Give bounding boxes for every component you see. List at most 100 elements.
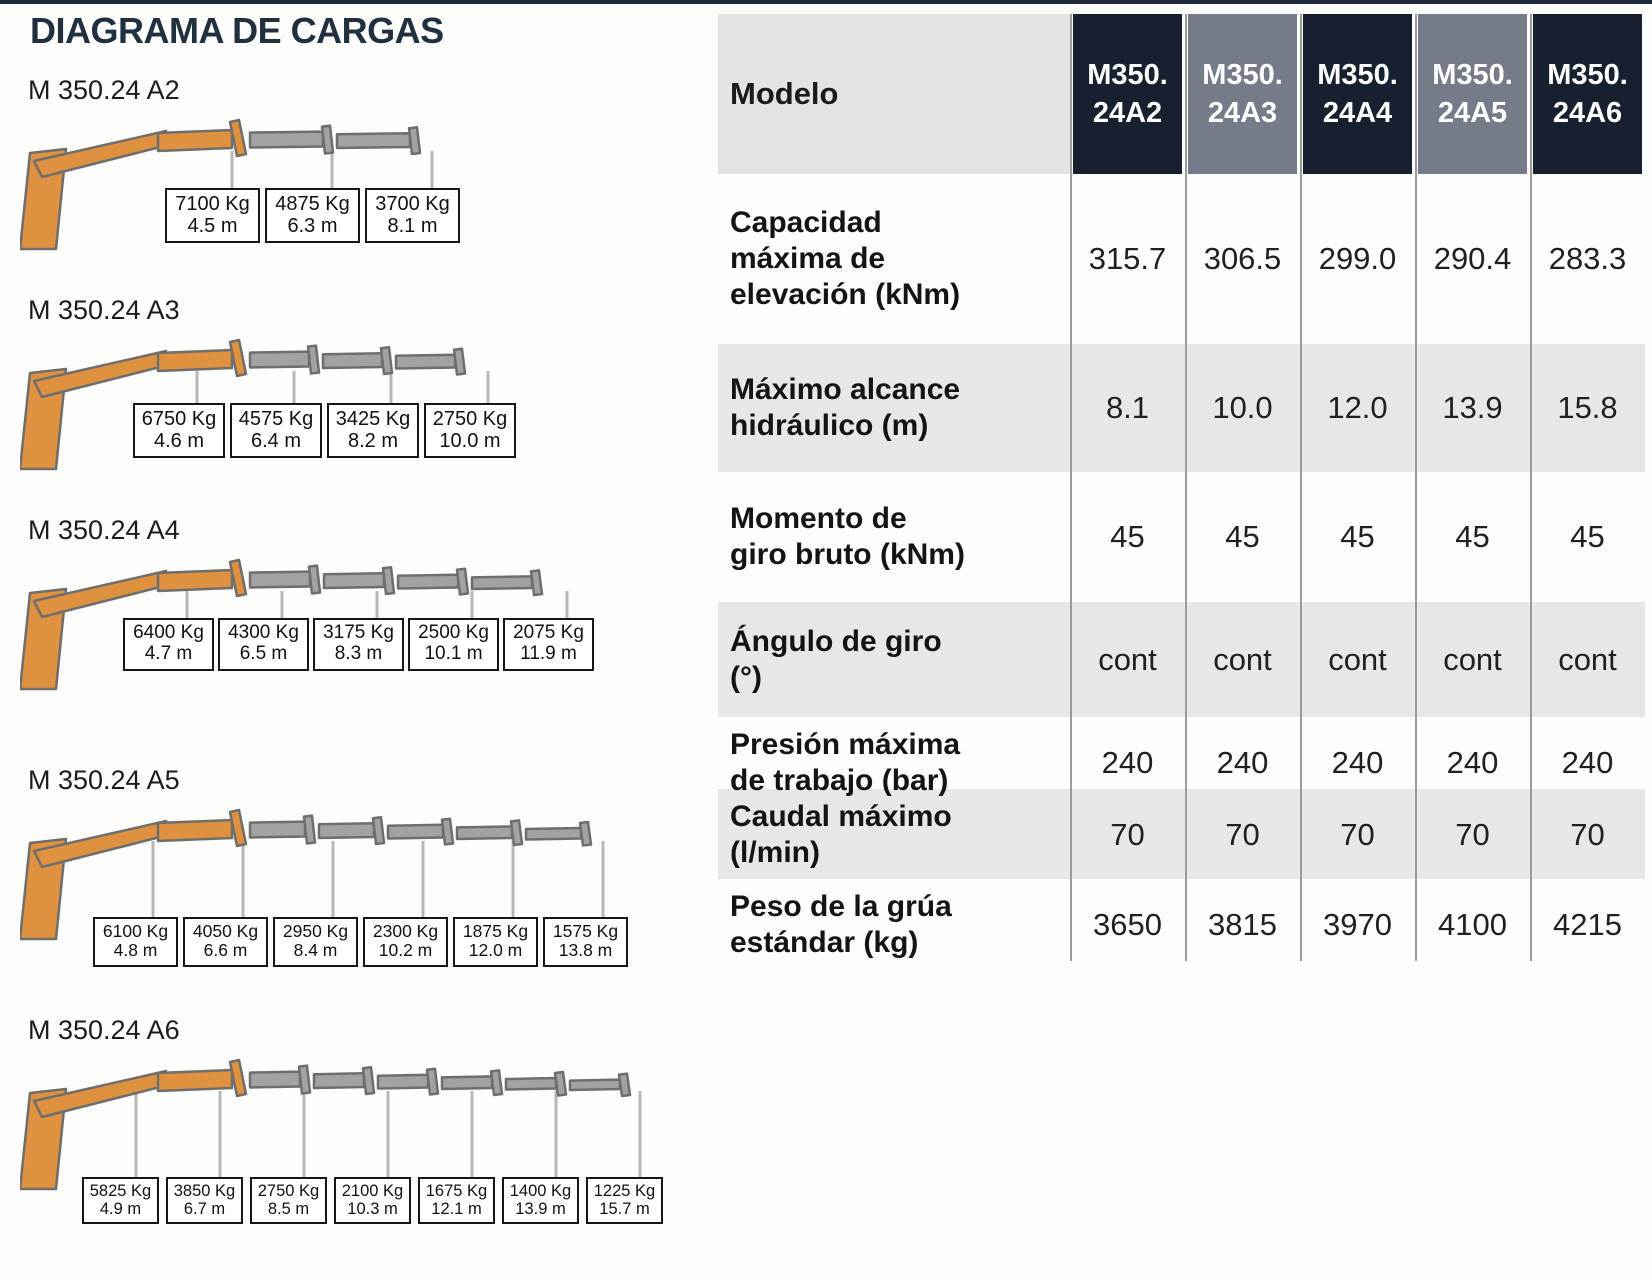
page-title: DIAGRAMA DE CARGAS [30, 10, 444, 51]
model-column-header: M350. 24A3 [1185, 14, 1300, 174]
load-label: 1675 Kg 12.1 m [418, 1177, 495, 1225]
load-label: 4875 Kg 6.3 m [265, 188, 360, 243]
spec-value: 306.5 [1203, 241, 1282, 276]
crane-diagram-a4: M 350.24 A4 6400 Kg 4.7 m 4300 Kg 6.5 m 3175 … [20, 515, 720, 695]
load-reach: 13.9 m [515, 1200, 566, 1219]
load-label: 2500 Kg 10.1 m [408, 618, 499, 671]
load-reach: 6.6 m [203, 940, 248, 961]
spec-row: Presión máxima de trabajo (bar) 240 240 240… [718, 717, 1645, 797]
crane-first-arm [156, 348, 234, 373]
load-kg: 2075 Kg [513, 622, 584, 643]
crane-diagram-a6: M 350.24 A6 5825 Kg 4.9 m 3850 Kg 6.7 m 2750 … [20, 1015, 720, 1237]
load-label: 2100 Kg 10.3 m [334, 1177, 411, 1225]
column-divider-line [1185, 14, 1187, 961]
load-label: 4575 Kg 6.4 m [230, 403, 322, 458]
crane-svg [20, 338, 490, 471]
load-label: 1875 Kg 12.0 m [453, 917, 538, 967]
spec-value: cont [1443, 641, 1502, 677]
crane-first-arm-tip [228, 1058, 248, 1098]
spec-value: cont [1328, 641, 1387, 677]
load-reach: 10.3 m [347, 1200, 398, 1219]
crane-first-arm [156, 568, 234, 593]
spec-value: 70 [1570, 817, 1605, 852]
load-kg: 7100 Kg [175, 193, 250, 215]
crane-extension-tip [306, 344, 321, 375]
model-column-header: M350. 24A5 [1415, 14, 1530, 174]
load-label: 4300 Kg 6.5 m [218, 618, 309, 671]
model-name-line1: M350. [1432, 58, 1513, 91]
load-kg: 4575 Kg [238, 408, 314, 430]
load-label: 3700 Kg 8.1 m [365, 188, 460, 243]
spec-value: 240 [1216, 745, 1269, 780]
load-kg: 2500 Kg [418, 622, 489, 643]
crane-extension-gray [568, 1078, 622, 1092]
crane-diagram-a3: M 350.24 A3 6750 Kg 4.6 m 4575 Kg 6.4 m 3425 … [20, 295, 720, 475]
spec-value: 8.1 [1105, 390, 1150, 425]
crane-drawing: 7100 Kg 4.5 m 4875 Kg 6.3 m 3700 Kg 8.1 m [20, 107, 720, 255]
load-reach: 4.7 m [144, 642, 193, 664]
top-border-line [0, 0, 1652, 4]
load-reach: 6.4 m [250, 430, 302, 452]
model-name-line1: M350. [1087, 58, 1168, 91]
spec-value: cont [1213, 641, 1272, 677]
spec-value: 283.3 [1548, 241, 1627, 276]
crane-extension-gray [455, 825, 514, 841]
crane-model-label: M 350.24 A2 [28, 75, 180, 105]
load-label: 2950 Kg 8.4 m [273, 917, 358, 967]
spec-row: Máximo alcance hidráulico (m) 8.1 10.0 12.0… [718, 344, 1645, 472]
crane-extension-tip [425, 1067, 440, 1096]
spec-row-label: Capacidad máxima de elevación (kNm) [730, 206, 961, 311]
load-reach: 8.3 m [334, 642, 383, 664]
spec-table: Modelo M350. 24A2 M350. 24A3 M350. 24A4 M350. 24… [718, 14, 1645, 961]
crane-extension-gray [322, 571, 386, 590]
load-kg: 1225 Kg [593, 1182, 656, 1200]
spec-row: Peso de la grúa estándar (kg) 3650 3815 397… [718, 879, 1645, 961]
load-label: 3175 Kg 8.3 m [313, 618, 404, 671]
crane-extension-gray [312, 1071, 366, 1090]
crane-extension-tip [379, 345, 394, 376]
spec-row: Caudal máximo (l/min) 70 70 70 70 70 [718, 789, 1645, 879]
load-reach: 10.1 m [424, 642, 483, 664]
crane-extension-gray [248, 1070, 302, 1089]
model-column-header: M350. 24A6 [1530, 14, 1645, 174]
load-reach: 8.5 m [267, 1200, 310, 1219]
load-kg: 2950 Kg [282, 921, 349, 941]
spec-value: 45 [1225, 519, 1260, 554]
load-reach: 4.6 m [153, 430, 205, 452]
spec-value: 315.7 [1088, 241, 1167, 276]
crane-extension-gray [470, 575, 534, 591]
crane-model-label: M 350.24 A6 [28, 1015, 180, 1045]
crane-extension-gray [394, 353, 457, 370]
crane-extension-gray [396, 573, 460, 590]
load-kg: 1400 Kg [509, 1182, 572, 1200]
spec-value: 290.4 [1433, 241, 1512, 276]
model-name-line1: M350. [1317, 58, 1398, 91]
crane-extension-tip [578, 820, 593, 847]
spec-row-label: Peso de la grúa estándar (kg) [730, 890, 952, 959]
crane-extension-gray [321, 351, 384, 370]
crane-first-arm-tip [228, 338, 248, 378]
load-label: 2300 Kg 10.2 m [363, 917, 448, 967]
modelo-header: Modelo [718, 14, 1070, 174]
load-kg: 6100 Kg [102, 921, 169, 941]
load-reach: 10.0 m [439, 430, 501, 452]
load-label: 5825 Kg 4.9 m [82, 1177, 159, 1225]
spec-value: 240 [1101, 745, 1154, 780]
spec-row-label: Momento de giro bruto (kNm) [730, 502, 965, 571]
spec-value: 240 [1331, 745, 1384, 780]
model-name-line2: 24A2 [1092, 97, 1163, 129]
spec-value: 45 [1340, 519, 1375, 554]
spec-row-label: Presión máxima de trabajo (bar) [730, 728, 961, 797]
spec-value: cont [1098, 641, 1157, 677]
load-reach: 12.1 m [431, 1200, 482, 1219]
load-reach: 13.8 m [558, 940, 613, 961]
load-reach: 6.3 m [287, 215, 338, 237]
crane-extension-tip [529, 569, 544, 597]
crane-extension-tip [381, 565, 396, 596]
load-kg: 6750 Kg [141, 408, 217, 430]
crane-extension-gray [376, 1073, 430, 1090]
spec-row-label: Ángulo de giro (°) [730, 624, 942, 694]
spec-value: 4215 [1553, 907, 1622, 942]
load-reach: 15.7 m [599, 1200, 650, 1219]
column-divider-line [1300, 14, 1302, 961]
